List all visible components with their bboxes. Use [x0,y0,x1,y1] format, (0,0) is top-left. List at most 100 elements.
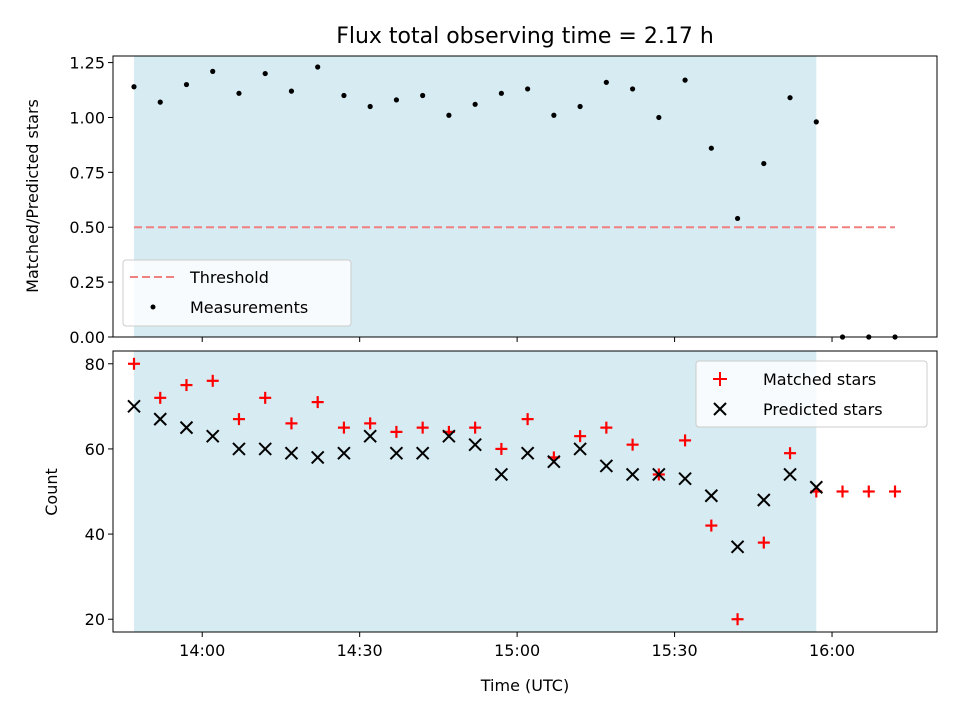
matched-stars-point [206,374,219,387]
bottom-x-axis: 14:00 14:30 15:00 15:30 16:00 [179,632,855,660]
matched-stars-point [679,434,692,447]
bottom-legend-box [695,360,928,428]
top-y-tick-label: 0.50 [69,218,105,237]
matched-legend-label: Matched stars [763,370,876,389]
measurement-point [787,95,793,101]
predicted-stars-point [678,472,692,486]
top-y-axis-label: Matched/Predicted stars [23,99,42,293]
top-y-tick-label: 0.00 [69,328,105,347]
measurement-point [183,81,190,88]
measurement-point [734,215,741,222]
threshold-legend-label: Threshold [189,268,269,287]
bottom-y-tick-label: 40 [85,525,105,544]
bottom-panel: 20 40 60 80 14:00 14:30 15:00 15:30 16:00 Count… [42,350,938,695]
matched-stars-point [127,357,140,370]
bottom-x-tick-label: 14:00 [179,641,225,660]
matched-stars-point [757,536,770,549]
predicted-stars-point [337,446,351,460]
measurement-point [236,90,242,96]
top-x-axis [201,337,833,342]
predicted-stars-point [232,442,246,456]
measurement-point [210,68,216,74]
matched-stars-point [232,413,245,426]
predicted-stars-point [625,467,640,482]
matched-stars-point [390,425,403,438]
bottom-y-axis: 20 40 60 80 [85,355,113,629]
measurement-point [420,92,426,99]
matched-stars-point [337,421,350,434]
bottom-y-tick-label: 20 [85,610,105,629]
matched-stars-point [180,379,193,392]
matched-stars-point [259,391,272,404]
bottom-x-tick-label: 15:30 [652,641,698,660]
matched-stars-point [521,413,534,426]
top-y-tick-label: 1.00 [69,108,105,127]
predicted-stars-point [547,454,561,469]
bottom-x-tick-label: 15:00 [494,641,540,660]
measurement-point [157,99,163,105]
measurement-point [393,97,400,103]
top-axes-frame [112,55,938,338]
measurements-legend-marker [150,304,156,310]
predicted-stars-point [573,442,587,456]
predicted-stars-point [442,429,456,443]
predicted-stars-point [127,399,141,414]
bottom-axes-frame [112,350,938,633]
bottom-x-tick-label: 14:30 [337,641,383,660]
predicted-stars-point [179,420,194,435]
predicted-stars-point [363,429,377,443]
top-y-tick-label: 1.25 [69,54,105,73]
predicted-stars-point [704,489,719,503]
top-panel: 0.00 0.25 0.50 0.75 1.00 1.25 Matched/Predict… [23,54,938,347]
measurement-point [498,90,504,96]
matched-stars-point [784,447,797,460]
bottom-x-tick-label: 16:00 [809,641,855,660]
measurement-point [472,101,478,107]
matched-stars-point [154,391,167,404]
matched-stars-point [626,438,639,451]
measurement-point [577,103,583,110]
predicted-stars-point [730,540,745,554]
top-y-axis: 0.00 0.25 0.50 0.75 1.00 1.25 [69,54,113,347]
measurement-point [629,86,636,92]
bottom-y-tick-label: 80 [85,355,105,374]
matched-stars-point [469,421,482,434]
matched-stars-point [731,613,744,626]
predicted-stars-point [206,429,220,443]
measurement-point [446,112,452,118]
top-y-tick-label: 0.75 [69,163,105,182]
predicted-stars-point [809,480,823,494]
bottom-y-tick-label: 60 [85,440,105,459]
measurement-point [341,92,347,99]
matched-stars-point [705,519,718,532]
matched-stars-point [495,442,508,455]
predicted-stars-point [652,467,666,482]
predicted-stars-point [153,412,167,426]
measurement-point [813,119,819,125]
predicted-stars-point [494,467,509,482]
predicted-stars-point [284,446,299,460]
matched-stars-point [364,417,377,430]
measurement-point [551,112,557,118]
predicted-stars-point [783,467,797,482]
bottom-plot-area [127,351,902,632]
predicted-stars-point [599,459,614,473]
measurement-point [708,145,714,151]
matched-stars-point [285,417,298,430]
predicted-stars-point [757,493,771,507]
bottom-x-axis-label: Time (UTC) [480,676,569,695]
measurement-point [761,160,767,167]
predicted-stars-point [310,450,325,465]
top-legend: Threshold Measurements [122,259,352,327]
measurement-point [315,64,321,70]
measurement-point [288,88,295,94]
measurement-point [262,70,268,77]
chart-title: Flux total observing time = 2.17 h [336,24,714,49]
bottom-legend: Matched stars Predicted stars [695,360,928,428]
measurement-point [367,103,373,110]
predicted-stars-point [389,446,404,460]
matched-stars-point [311,396,324,409]
measurement-point [131,84,137,90]
bottom-y-axis-label: Count [42,468,61,516]
top-y-tick-label: 0.25 [69,273,105,292]
